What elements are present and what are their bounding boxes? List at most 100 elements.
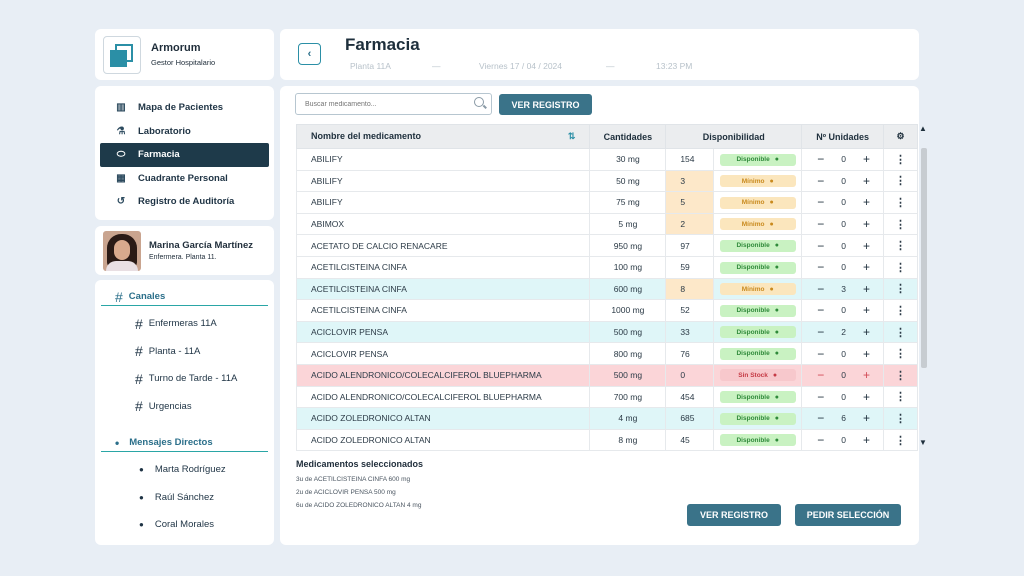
table-row[interactable]: ACIDO ALENDRONICO/COLECALCIFEROL BLUEPHA… — [295, 363, 918, 387]
nav-item-cuadrante[interactable]: ▦ Cuadrante Personal — [116, 172, 228, 184]
minus-icon[interactable]: − — [817, 152, 825, 167]
minus-icon[interactable]: − — [817, 281, 825, 296]
channel-item[interactable]: # Urgencias — [135, 398, 192, 415]
minus-icon[interactable]: − — [817, 303, 825, 318]
pedir-seleccion-button[interactable]: PEDIR SELECCIÓN — [795, 504, 901, 526]
minus-icon[interactable]: − — [817, 217, 825, 232]
minus-icon[interactable]: − — [817, 368, 825, 383]
table-row[interactable]: ACIDO ZOLEDRONICO ALTAN 8 mg 45 Disponible ●… — [295, 428, 918, 452]
page-title: Farmacia — [345, 35, 420, 54]
ver-registro-button[interactable]: VER REGISTRO — [499, 94, 592, 115]
minus-icon[interactable]: − — [817, 346, 825, 361]
status-dot-icon: ● — [774, 350, 779, 358]
profile-name: Marina García Martínez — [149, 240, 254, 251]
quantity-stepper: − 0 + — [802, 239, 883, 253]
more-options-icon[interactable]: ⋮ — [883, 255, 918, 279]
more-options-icon[interactable]: ⋮ — [883, 234, 918, 257]
table-row[interactable]: ACETILCISTEINA CINFA 600 mg 8 Mínimo ● − 3 + ⋮ — [295, 277, 918, 301]
more-options-icon[interactable]: ⋮ — [883, 407, 918, 430]
plus-icon[interactable]: + — [863, 433, 871, 448]
direct-messages-header[interactable]: • Mensajes Directos — [101, 434, 268, 452]
sort-icon[interactable]: ⇅ — [567, 131, 576, 141]
medication-dose: 950 mg — [589, 234, 667, 257]
more-options-icon[interactable]: ⋮ — [883, 428, 918, 452]
nav-item-farmacia[interactable]: ⬭ Farmacia — [100, 143, 269, 167]
table-row[interactable]: ACIDO ALENDRONICO/COLECALCIFEROL BLUEPHA… — [295, 385, 918, 409]
nav-item-laboratorio[interactable]: ⚗ Laboratorio — [116, 125, 191, 137]
search-input[interactable] — [295, 93, 492, 115]
back-button[interactable]: ‹ — [298, 43, 321, 65]
units-value: 6 — [841, 413, 846, 424]
settings-gear-icon[interactable]: ⚙ — [883, 124, 918, 149]
table-row[interactable]: ABILIFY 30 mg 154 Disponible ● − 0 + ⋮ — [295, 148, 918, 171]
channel-item[interactable]: # Enfermeras 11A — [135, 315, 217, 332]
nav-item-mapa[interactable]: ▥ Mapa de Pacientes — [116, 102, 224, 114]
plus-icon[interactable]: + — [863, 281, 871, 296]
quantity-stepper: − 2 + — [802, 325, 883, 339]
more-options-icon[interactable]: ⋮ — [883, 320, 918, 344]
table-row[interactable]: ABILIFY 50 mg 3 Mínimo ● − 0 + ⋮ — [295, 169, 918, 193]
quantity-stepper: − 0 + — [802, 303, 883, 317]
more-options-icon[interactable]: ⋮ — [883, 212, 918, 236]
profile-role: Enfermera. Planta 11. — [149, 254, 217, 261]
table-row[interactable]: ACICLOVIR PENSA 500 mg 33 Disponible ● − 2 + ⋮ — [295, 320, 918, 344]
more-options-icon[interactable]: ⋮ — [883, 191, 918, 214]
minus-icon[interactable]: − — [817, 260, 825, 275]
channels-header[interactable]: # Canales — [101, 288, 268, 306]
plus-icon[interactable]: + — [863, 346, 871, 361]
dm-item[interactable]: ● Marta Rodríguez — [139, 464, 226, 476]
more-options-icon[interactable]: ⋮ — [883, 342, 918, 365]
more-options-icon[interactable]: ⋮ — [883, 385, 918, 409]
column-header-name[interactable]: Nombre del medicamento ⇅ — [295, 124, 591, 149]
scroll-up-icon[interactable]: ▲ — [919, 124, 927, 133]
dm-item[interactable]: ● Coral Morales — [139, 519, 214, 531]
search-icon[interactable] — [474, 97, 484, 107]
minus-icon[interactable]: − — [817, 389, 825, 404]
ver-registro-bottom-button[interactable]: VER REGISTRO — [687, 504, 781, 526]
scroll-thumb[interactable] — [921, 148, 927, 368]
header-separator: — — [432, 60, 441, 71]
more-options-icon[interactable]: ⋮ — [883, 277, 918, 301]
table-scrollbar[interactable]: ▲ ▼ — [919, 124, 928, 458]
plus-icon[interactable]: + — [863, 238, 871, 253]
table-row[interactable]: ABILIFY 75 mg 5 Mínimo ● − 0 + ⋮ — [295, 191, 918, 214]
plus-icon[interactable]: + — [863, 411, 871, 426]
minus-icon[interactable]: − — [817, 411, 825, 426]
table-row[interactable]: ACICLOVIR PENSA 800 mg 76 Disponible ● − 0 + ⋮ — [295, 342, 918, 365]
table-row[interactable]: ACIDO ZOLEDRONICO ALTAN 4 mg 685 Disponible… — [295, 407, 918, 430]
more-options-icon[interactable]: ⋮ — [883, 148, 918, 171]
more-options-icon[interactable]: ⋮ — [883, 169, 918, 193]
plus-icon[interactable]: + — [863, 217, 871, 232]
units-cell: − 0 + — [801, 385, 885, 409]
minus-icon[interactable]: − — [817, 173, 825, 188]
minus-icon[interactable]: − — [817, 433, 825, 448]
plus-icon[interactable]: + — [863, 389, 871, 404]
dm-item[interactable]: ● Raúl Sánchez — [139, 491, 214, 503]
channel-item[interactable]: # Turno de Tarde - 11A — [135, 370, 238, 387]
calendar-icon: ▦ — [116, 172, 126, 184]
plus-icon[interactable]: + — [863, 303, 871, 318]
plus-icon[interactable]: + — [863, 152, 871, 167]
channel-item[interactable]: # Planta - 11A — [135, 343, 201, 360]
plus-icon[interactable]: + — [863, 325, 871, 340]
armorum-logo-icon — [103, 35, 141, 74]
table-row[interactable]: ACETATO DE CALCIO RENACARE 950 mg 97 Dispon… — [295, 234, 918, 257]
units-cell: − 0 + — [801, 255, 885, 279]
scroll-down-icon[interactable]: ▼ — [919, 438, 927, 447]
more-options-icon[interactable]: ⋮ — [883, 363, 918, 387]
minus-icon[interactable]: − — [817, 238, 825, 253]
table-row[interactable]: ABIMOX 5 mg 2 Mínimo ● − 0 + ⋮ — [295, 212, 918, 236]
plus-icon[interactable]: + — [863, 173, 871, 188]
plus-icon[interactable]: + — [863, 368, 871, 383]
user-profile[interactable]: Marina García Martínez Enfermera. Planta… — [95, 226, 274, 275]
plus-icon[interactable]: + — [863, 195, 871, 210]
minus-icon[interactable]: − — [817, 195, 825, 210]
plus-icon[interactable]: + — [863, 260, 871, 275]
more-options-icon[interactable]: ⋮ — [883, 299, 918, 322]
table-row[interactable]: ACETILCISTEINA CINFA 1000 mg 52 Disponible ●… — [295, 299, 918, 322]
medication-name: ACIDO ALENDRONICO/COLECALCIFEROL BLUEPHA… — [295, 385, 591, 409]
minus-icon[interactable]: − — [817, 325, 825, 340]
nav-item-auditoria[interactable]: ↺ Registro de Auditoría — [116, 196, 235, 208]
medication-dose: 75 mg — [589, 191, 667, 214]
table-row[interactable]: ACETILCISTEINA CINFA 100 mg 59 Disponible ● −… — [295, 255, 918, 279]
